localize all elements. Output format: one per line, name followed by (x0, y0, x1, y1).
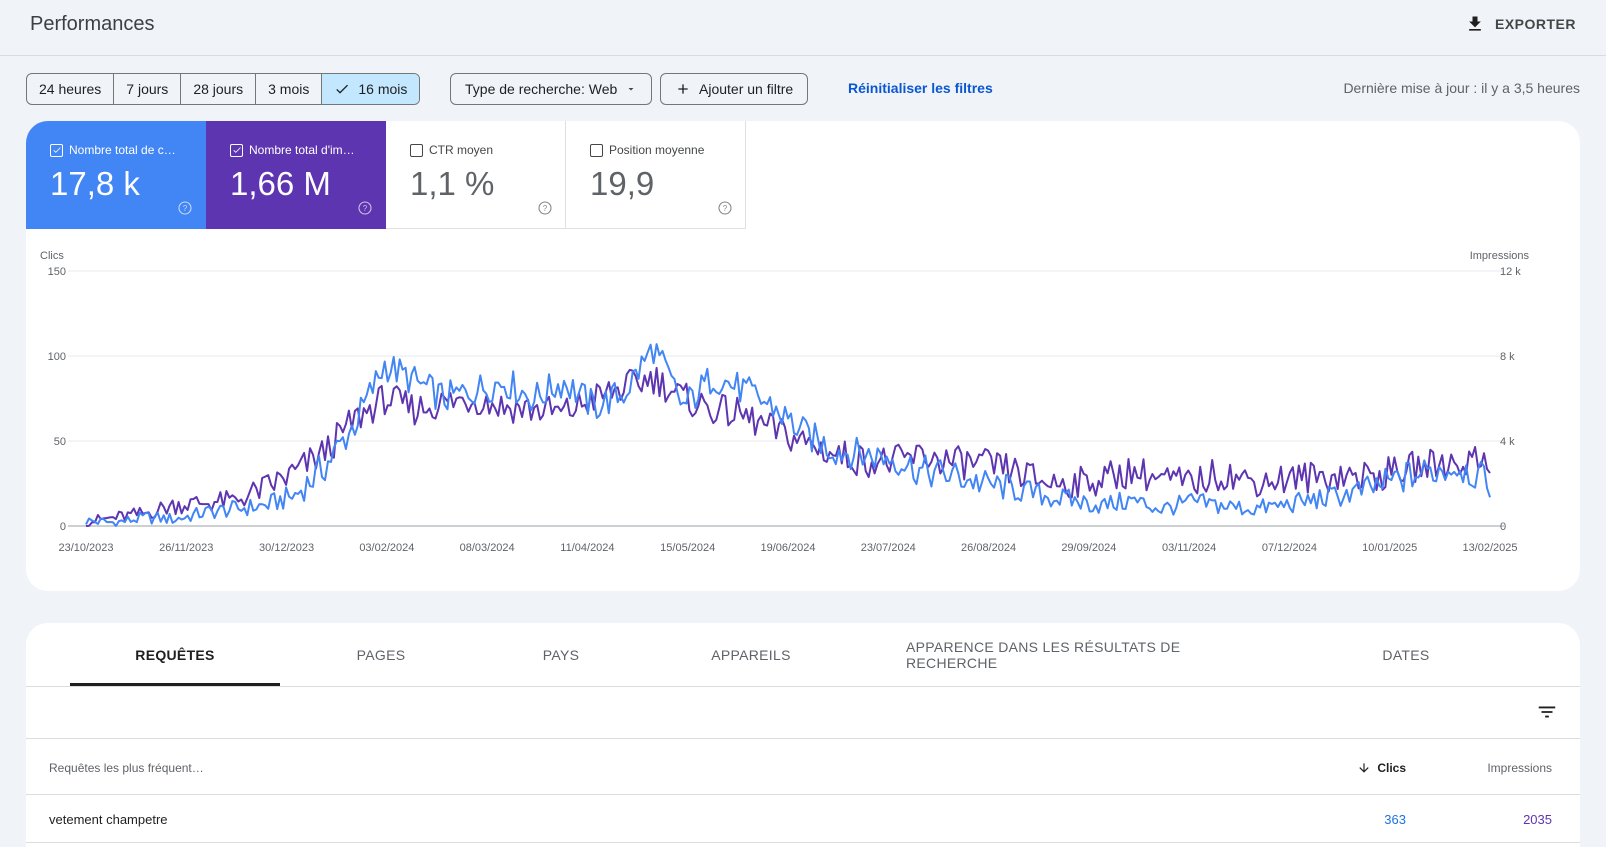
x-tick-label: 08/03/2024 (460, 542, 515, 554)
metric-value: 1,66 M (230, 165, 331, 202)
row-clicks: 363 (1384, 812, 1406, 827)
x-tick-label: 26/08/2024 (961, 542, 1016, 554)
right-axis-title: Impressions (1470, 250, 1530, 262)
metric-label: Nombre total d'im… (249, 143, 355, 157)
metric-label: Position moyenne (609, 143, 705, 157)
checkbox-checked-icon[interactable] (50, 143, 63, 157)
add-filter-label: Ajouter un filtre (699, 81, 794, 97)
last-update-text: Dernière mise à jour : il y a 3,5 heures (1343, 80, 1580, 96)
results-table-card: REQUÊTES PAGES PAYS APPAREILS APPARENCE … (26, 623, 1580, 847)
metric-label: CTR moyen (429, 143, 494, 157)
x-tick-label: 23/07/2024 (861, 542, 916, 554)
x-tick-label: 19/06/2024 (760, 542, 815, 554)
metric-value: 17,8 k (50, 165, 140, 202)
left-tick-label: 0 (60, 521, 66, 533)
filter-list-icon[interactable] (1536, 701, 1558, 723)
performance-line-chart[interactable]: Clics Impressions 0 50 100 150 0 4 k 8 k 12 k 23/1… (26, 241, 1580, 591)
metric-value: 19,9 (590, 165, 655, 202)
range-28d[interactable]: 28 jours (181, 74, 257, 104)
help-circle-icon[interactable]: ? (357, 200, 373, 216)
right-tick-label: 4 k (1500, 436, 1515, 448)
table-header: Requêtes les plus fréquent… Clics Impres… (26, 739, 1580, 795)
page-header: Performances EXPORTER (0, 0, 1606, 56)
search-type-dropdown[interactable]: Type de recherche: Web (450, 73, 653, 105)
svg-text:?: ? (723, 204, 728, 213)
download-icon (1469, 16, 1481, 31)
x-tick-label: 07/12/2024 (1262, 542, 1317, 554)
range-16m[interactable]: 16 mois (322, 74, 420, 104)
left-axis-title: Clics (40, 250, 64, 262)
x-tick-label: 10/01/2025 (1362, 542, 1417, 554)
range-24h[interactable]: 24 heures (27, 74, 115, 104)
help-circle-icon[interactable]: ? (717, 200, 733, 216)
metric-total-impressions[interactable]: Nombre total d'im… 1,66 M ? (206, 121, 386, 229)
column-header-queries[interactable]: Requêtes les plus fréquent… (49, 761, 204, 775)
table-toolbar (26, 687, 1580, 739)
help-circle-icon[interactable]: ? (177, 200, 193, 216)
right-tick-label: 8 k (1500, 351, 1515, 363)
tab-dates[interactable]: DATES (1382, 647, 1430, 663)
svg-text:?: ? (363, 204, 368, 213)
metric-avg-ctr[interactable]: CTR moyen 1,1 % ? (386, 121, 566, 229)
export-label: EXPORTER (1494, 16, 1576, 32)
check-icon (336, 84, 349, 94)
left-tick-label: 50 (54, 436, 66, 448)
page-title: Performances (30, 13, 155, 35)
range-7d[interactable]: 7 jours (114, 74, 182, 104)
svg-text:?: ? (183, 204, 188, 213)
filter-bar: 24 heures 7 jours 28 jours 3 mois 16 moi… (26, 73, 1580, 105)
tab-pages[interactable]: PAGES (356, 647, 406, 663)
add-filter-button[interactable]: Ajouter un filtre (660, 73, 809, 105)
dimension-tabs: REQUÊTES PAGES PAYS APPAREILS APPARENCE … (26, 623, 1580, 687)
row-impressions: 2035 (1523, 812, 1552, 827)
tab-devices[interactable]: APPAREILS (711, 647, 791, 663)
series-line-clics (85, 343, 1491, 527)
range-3m[interactable]: 3 mois (256, 74, 323, 104)
left-tick-label: 150 (48, 266, 66, 278)
table-row[interactable]: vetement champetre 363 2035 (26, 795, 1580, 843)
checkbox-unchecked-icon[interactable] (410, 143, 423, 157)
x-tick-label: 30/12/2023 (259, 542, 314, 554)
search-type-label: Type de recherche: Web (465, 81, 618, 97)
column-header-clicks-label: Clics (1377, 761, 1406, 775)
help-circle-icon[interactable]: ? (537, 200, 553, 216)
metric-label: Nombre total de c… (69, 143, 176, 157)
performance-chart-card: Nombre total de c… 17,8 k ? Nombre total… (26, 121, 1580, 591)
metric-avg-position[interactable]: Position moyenne 19,9 ? (566, 121, 746, 229)
column-header-impressions[interactable]: Impressions (1487, 761, 1552, 775)
x-tick-label: 26/11/2023 (159, 542, 213, 554)
range-16m-label: 16 mois (358, 81, 408, 97)
x-tick-label: 15/05/2024 (660, 542, 715, 554)
right-tick-label: 0 (1500, 521, 1506, 533)
svg-text:?: ? (543, 204, 548, 213)
plus-icon (678, 84, 688, 94)
tab-search-appearance[interactable]: APPARENCE DANS LES RÉSULTATS DE RECHERCH… (906, 639, 1181, 671)
left-tick-label: 100 (48, 351, 66, 363)
x-tick-label: 23/10/2023 (58, 542, 113, 554)
x-tick-label: 03/02/2024 (359, 542, 414, 554)
column-header-clicks[interactable]: Clics (1357, 761, 1406, 775)
export-button[interactable]: EXPORTER (1465, 14, 1576, 34)
x-tick-label: 03/11/2024 (1162, 542, 1216, 554)
metric-value: 1,1 % (410, 165, 495, 202)
checkbox-unchecked-icon[interactable] (590, 143, 603, 157)
caret-down-icon (628, 88, 634, 91)
row-query: vetement champetre (49, 812, 168, 827)
x-tick-label: 11/04/2024 (560, 542, 614, 554)
reset-filters-link[interactable]: Réinitialiser les filtres (848, 80, 993, 96)
active-tab-indicator (70, 683, 280, 686)
series-line-impressions (85, 366, 1491, 527)
x-tick-label: 29/09/2024 (1061, 542, 1116, 554)
tab-countries[interactable]: PAYS (542, 647, 580, 663)
x-tick-label: 13/02/2025 (1462, 542, 1517, 554)
right-tick-label: 12 k (1500, 266, 1521, 278)
tab-queries[interactable]: REQUÊTES (135, 647, 215, 663)
arrow-down-icon (1359, 763, 1369, 773)
metric-total-clicks[interactable]: Nombre total de c… 17,8 k ? (26, 121, 206, 229)
checkbox-checked-icon[interactable] (230, 143, 243, 157)
date-range-selector: 24 heures 7 jours 28 jours 3 mois 16 moi… (26, 73, 421, 105)
